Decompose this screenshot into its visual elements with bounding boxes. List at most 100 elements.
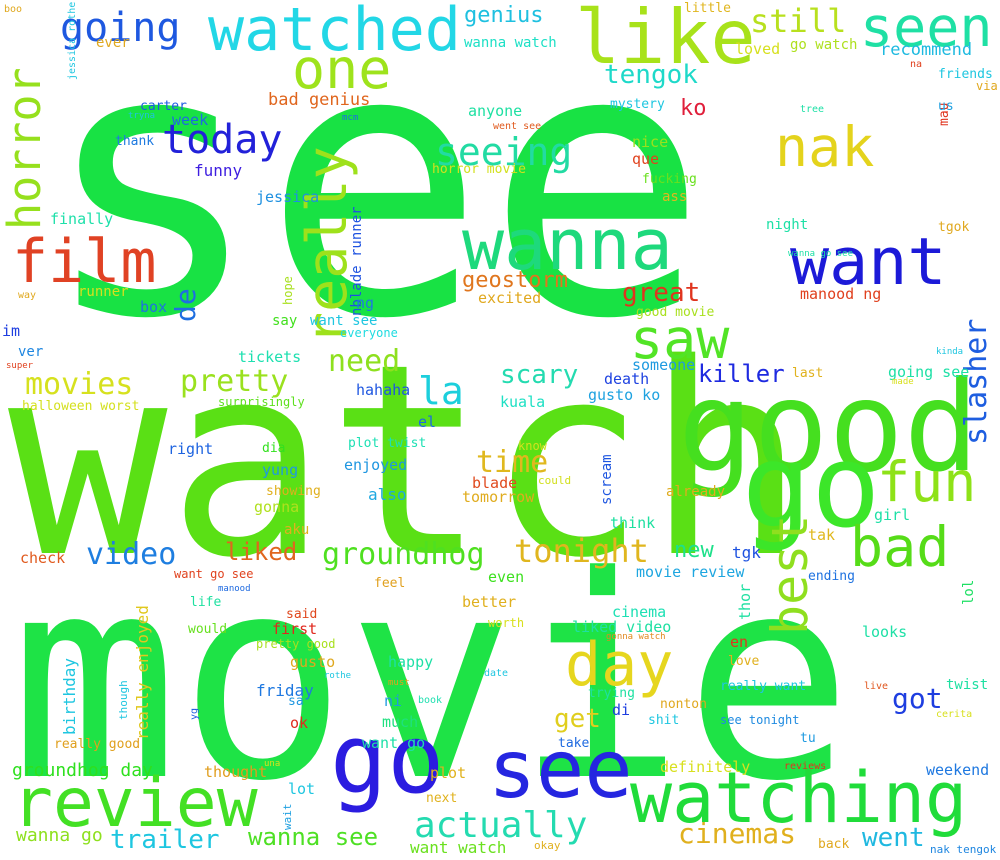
word: ng	[356, 294, 375, 312]
word: nak tengok	[930, 843, 997, 856]
word: going	[60, 5, 181, 51]
word: lot	[288, 780, 316, 798]
word: reviews	[784, 761, 827, 772]
word: much	[382, 713, 419, 731]
word: go	[742, 420, 881, 554]
word: review	[12, 764, 258, 843]
word: want go see	[174, 567, 254, 581]
word: today	[162, 117, 283, 163]
word: recommend	[880, 40, 973, 60]
word: groundhog	[322, 537, 485, 572]
word: wanna go see	[788, 249, 854, 259]
word: want watch	[410, 838, 507, 857]
word: see tonight	[720, 713, 800, 727]
word: scream	[599, 454, 615, 505]
word: back	[818, 837, 850, 852]
word: hope	[281, 276, 295, 305]
word: went	[862, 823, 925, 853]
word: excited	[478, 289, 542, 307]
word: nak	[775, 115, 875, 179]
word: cerita	[936, 709, 973, 720]
word: really want	[720, 679, 807, 694]
word: birthday	[60, 657, 79, 735]
word: worth	[488, 616, 525, 630]
word: take	[558, 736, 590, 751]
word: little	[684, 1, 731, 16]
word: jessica rothe	[67, 1, 78, 80]
word: though	[117, 680, 130, 720]
word: scary	[500, 360, 579, 390]
word: nice	[632, 133, 669, 151]
word: showing	[266, 484, 321, 499]
word: like	[575, 0, 756, 81]
word: want see	[310, 313, 378, 329]
word: wanna watch	[464, 35, 557, 51]
word: anyone	[468, 102, 523, 120]
word: wanna see	[248, 823, 379, 851]
word: super	[6, 361, 34, 371]
word: yung	[262, 461, 299, 479]
word: got	[892, 682, 943, 715]
word: saw	[630, 307, 730, 371]
word: horror movie	[432, 162, 526, 177]
word: right	[168, 440, 214, 458]
word: date	[484, 668, 509, 679]
word: horror	[0, 67, 51, 230]
word: love	[728, 654, 760, 669]
word: must	[388, 678, 410, 688]
word: gonna watch	[606, 632, 666, 642]
word: ending	[808, 569, 855, 584]
word: night	[766, 217, 809, 233]
word: liked video	[572, 618, 672, 636]
word: live	[864, 681, 889, 692]
word: fucking	[642, 172, 697, 187]
word: cinema	[612, 603, 667, 621]
word: surprisingly	[218, 395, 305, 409]
word: wanna go	[16, 825, 103, 846]
word: new	[674, 538, 714, 563]
word: gusto ko	[588, 386, 661, 404]
word: book	[418, 695, 443, 706]
word: definitely	[660, 758, 751, 776]
word: wanna	[462, 204, 673, 286]
word: tonight	[514, 532, 649, 570]
word: fun	[877, 450, 977, 514]
word: halloween worst	[22, 399, 140, 414]
word: tu	[800, 731, 816, 746]
word: friday	[256, 681, 314, 700]
word: enjoyed	[344, 456, 408, 474]
word: okay	[534, 839, 561, 852]
word: genius	[464, 3, 544, 28]
word: tryna	[128, 111, 156, 121]
word: bad genius	[268, 90, 371, 110]
word: loved	[735, 40, 781, 58]
word: really enjoyed	[133, 605, 152, 740]
word: seeing	[435, 130, 573, 174]
word: last	[792, 366, 824, 381]
word: di	[612, 701, 631, 719]
word: tengok	[604, 60, 698, 90]
word: good	[678, 355, 980, 500]
word: kuala	[500, 393, 546, 411]
word: great	[622, 278, 701, 308]
word: geostorm	[462, 268, 568, 293]
word: death	[604, 370, 650, 388]
word: rothe	[324, 671, 352, 681]
word: lol	[961, 579, 977, 605]
word: plot	[430, 764, 467, 782]
word: kinda	[936, 347, 964, 357]
word: get	[554, 704, 601, 734]
word: weekend	[926, 761, 990, 779]
word: good movie	[636, 305, 715, 320]
word: gonna	[254, 498, 300, 516]
word: movie	[10, 517, 853, 843]
word: went see	[493, 121, 542, 132]
word: gusto	[290, 653, 336, 671]
word: go watch	[790, 37, 858, 53]
word: que	[632, 150, 660, 168]
word: ass	[662, 189, 688, 205]
word: de	[169, 288, 202, 322]
word: even	[488, 568, 525, 586]
word: everyone	[340, 326, 398, 340]
word: cinemas	[678, 817, 797, 850]
